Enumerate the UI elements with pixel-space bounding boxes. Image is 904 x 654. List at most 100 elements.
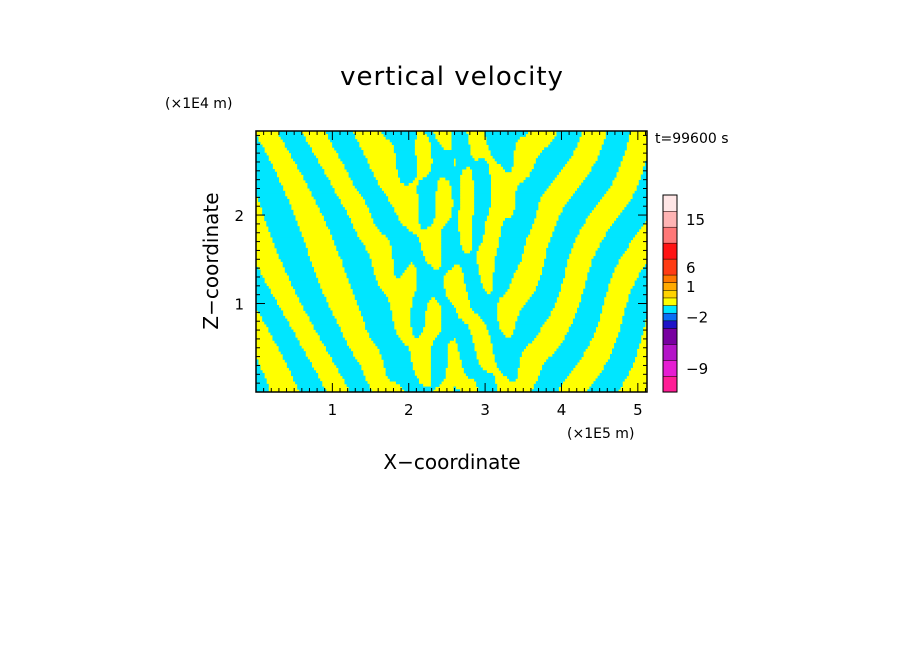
field-cell-negative — [383, 364, 413, 368]
field-cell-negative — [558, 218, 586, 222]
field-cell-negative — [441, 250, 465, 254]
field-cell-negative — [256, 291, 271, 295]
field-cell-negative — [286, 147, 312, 151]
field-cell-negative — [515, 324, 543, 328]
field-cell-negative — [552, 353, 584, 358]
field-cell-negative — [624, 307, 648, 311]
x-axis: 1 2 3 4 5 — [263, 131, 646, 419]
field-cell-negative — [486, 139, 518, 143]
field-cell-negative — [344, 266, 374, 271]
field-cell-negative — [385, 234, 417, 238]
field-cell-negative — [597, 155, 623, 159]
field-cell-negative — [581, 182, 613, 186]
y-unit-label: (×1E4 m) — [165, 96, 232, 112]
field-cell-negative — [278, 348, 304, 352]
field-cell-negative — [441, 256, 477, 260]
field-cell-negative — [457, 345, 475, 349]
field-cell-negative — [325, 223, 354, 227]
field-cell-negative — [371, 215, 399, 219]
field-cell-negative — [474, 182, 491, 186]
field-cell-negative — [490, 152, 514, 156]
field-cell-negative — [430, 367, 446, 371]
field-cell-negative — [428, 136, 436, 140]
field-cell-negative — [523, 179, 553, 184]
field-cell-negative — [620, 212, 648, 216]
field-cell-negative — [579, 185, 611, 189]
field-cell-negative — [500, 370, 518, 374]
field-cell-negative — [418, 193, 436, 197]
field-cell-negative — [441, 307, 457, 311]
field-cell-negative — [459, 356, 477, 360]
field-cell-negative — [430, 150, 471, 154]
field-cell-negative — [465, 372, 494, 377]
field-cell-negative — [280, 351, 306, 355]
field-cell-negative — [451, 136, 469, 140]
field-cell-negative — [583, 179, 613, 184]
field-cell-negative — [385, 370, 415, 374]
field-cell-negative — [377, 226, 407, 230]
field-cell-negative — [313, 196, 339, 200]
field-cell-negative — [430, 163, 454, 167]
field-cell-negative — [358, 307, 391, 311]
field-cell-negative — [410, 310, 426, 314]
field-cell-negative — [463, 370, 487, 374]
field-cell-negative — [441, 324, 469, 328]
field-cell-negative — [360, 193, 387, 197]
field-cell-negative — [515, 190, 545, 194]
colorbar-label: 1 — [686, 278, 696, 296]
field-cell-negative — [595, 253, 623, 257]
field-cell-negative — [268, 329, 294, 333]
field-cell-negative — [605, 133, 629, 137]
field-cell-negative — [595, 160, 621, 165]
field-cell-negative — [262, 209, 294, 213]
field-cell-negative — [420, 223, 432, 227]
field-cell-negative — [437, 334, 473, 339]
field-cell-negative — [490, 334, 506, 339]
field-cell-negative — [414, 334, 419, 339]
field-cell-negative — [562, 340, 590, 344]
field-cell-negative — [640, 177, 648, 181]
field-cell-negative — [618, 215, 648, 219]
field-cell-negative — [554, 228, 580, 232]
field-cell-negative — [284, 359, 310, 363]
field-cell-negative — [470, 299, 500, 303]
field-cell-negative — [577, 310, 603, 314]
field-cell-negative — [383, 359, 411, 363]
field-cell-negative — [599, 152, 625, 156]
field-cell-negative — [336, 150, 364, 154]
field-cell-negative — [439, 302, 452, 306]
field-cell-negative — [568, 198, 601, 203]
field-cell-negative — [556, 348, 586, 352]
field-cell-negative — [400, 179, 413, 184]
field-cell-negative — [290, 283, 321, 287]
field-cell-negative — [395, 158, 417, 162]
field-cell-negative — [467, 375, 496, 379]
field-cell-negative — [539, 372, 570, 377]
field-cell-negative — [342, 261, 372, 265]
field-cell-negative — [256, 188, 284, 192]
field-cell-negative — [614, 343, 640, 347]
field-cell-negative — [457, 343, 475, 347]
field-cell-negative — [430, 364, 448, 368]
field-cell-negative — [256, 280, 265, 284]
colorbar-swatch — [662, 226, 678, 244]
field-cell-negative — [435, 296, 448, 300]
field-cell-negative — [416, 269, 448, 273]
field-cell-negative — [496, 364, 520, 368]
field-cell-negative — [313, 324, 339, 328]
field-cell-negative — [441, 253, 477, 257]
field-cell-negative — [307, 313, 333, 317]
field-cell-negative — [344, 166, 370, 170]
field-cell-negative — [430, 375, 446, 379]
field-cell-negative — [517, 315, 549, 319]
field-cell-negative — [587, 174, 617, 178]
field-cell-negative — [583, 288, 609, 292]
field-cell-negative — [338, 152, 364, 156]
field-cell-negative — [636, 185, 648, 189]
field-cell-negative — [418, 220, 434, 224]
field-cell-negative — [282, 139, 306, 143]
field-cell-negative — [389, 139, 415, 143]
field-cell-negative — [463, 272, 479, 276]
field-cell-negative — [385, 136, 417, 140]
field-cell-negative — [428, 171, 463, 175]
